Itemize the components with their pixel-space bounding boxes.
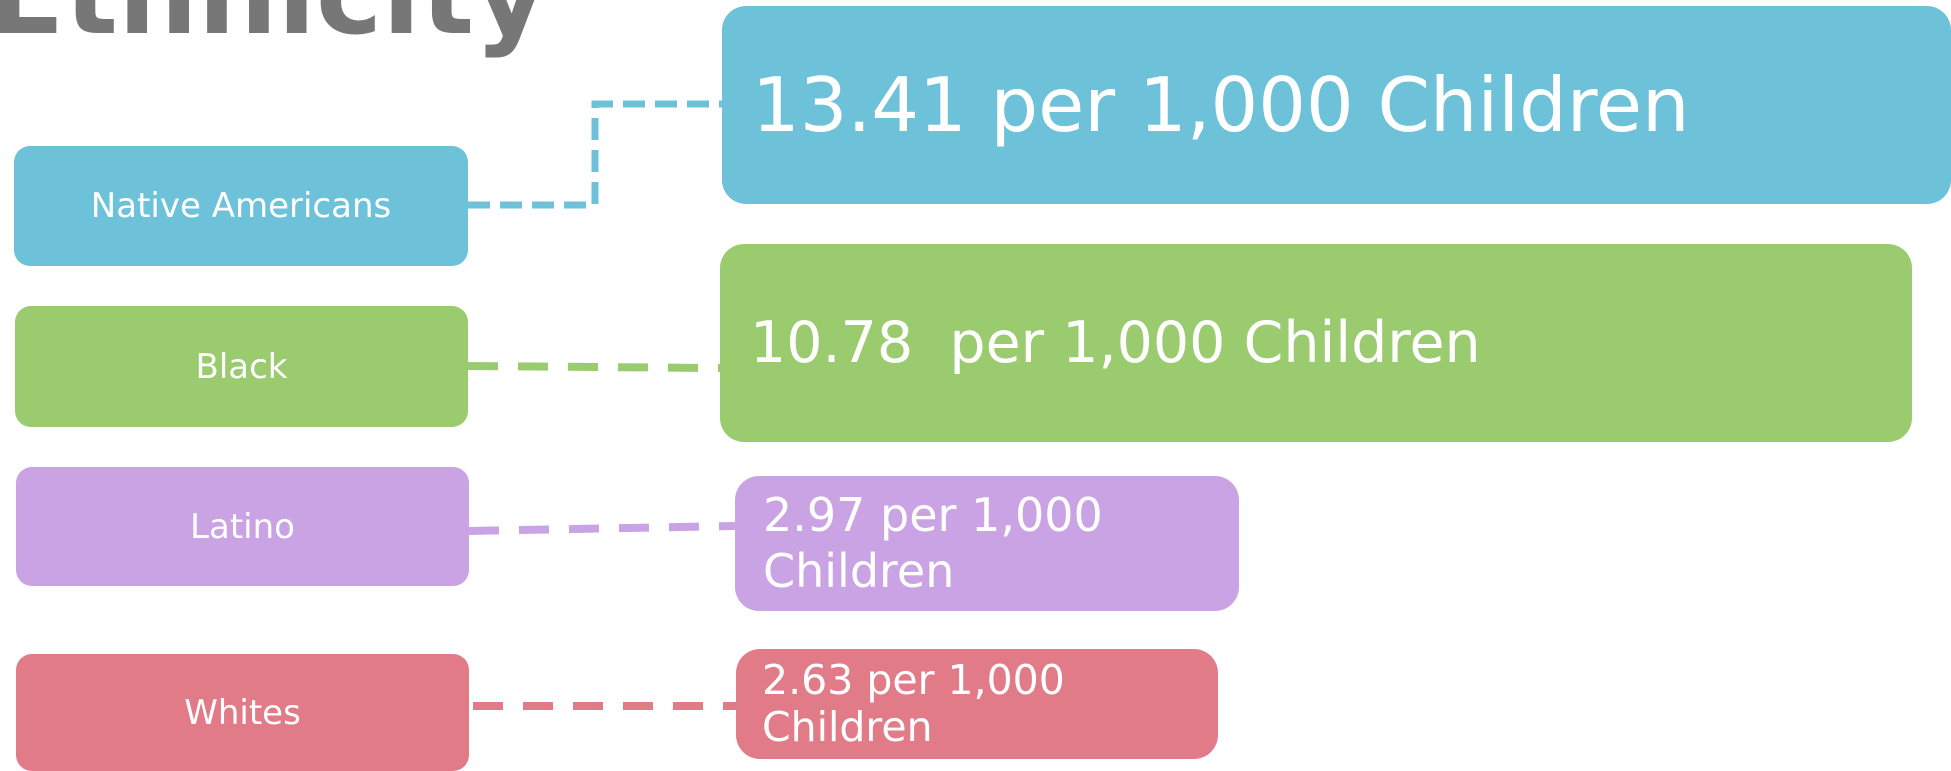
label-box: Latino: [16, 467, 469, 586]
connector: [468, 100, 722, 209]
value-box: 2.97 per 1,000 Children: [735, 476, 1239, 611]
label-box: Whites: [16, 654, 469, 771]
label-box: Native Americans: [14, 146, 468, 266]
connector: [467, 362, 721, 372]
value-box: 2.63 per 1,000 Children: [736, 649, 1218, 759]
value-box: 13.41 per 1,000 Children: [722, 6, 1951, 204]
title: Ethnicity: [0, 0, 547, 60]
value-box: 10.78 per 1,000 Children: [720, 244, 1912, 442]
label-box: Black: [15, 306, 468, 427]
connector: [468, 522, 736, 535]
